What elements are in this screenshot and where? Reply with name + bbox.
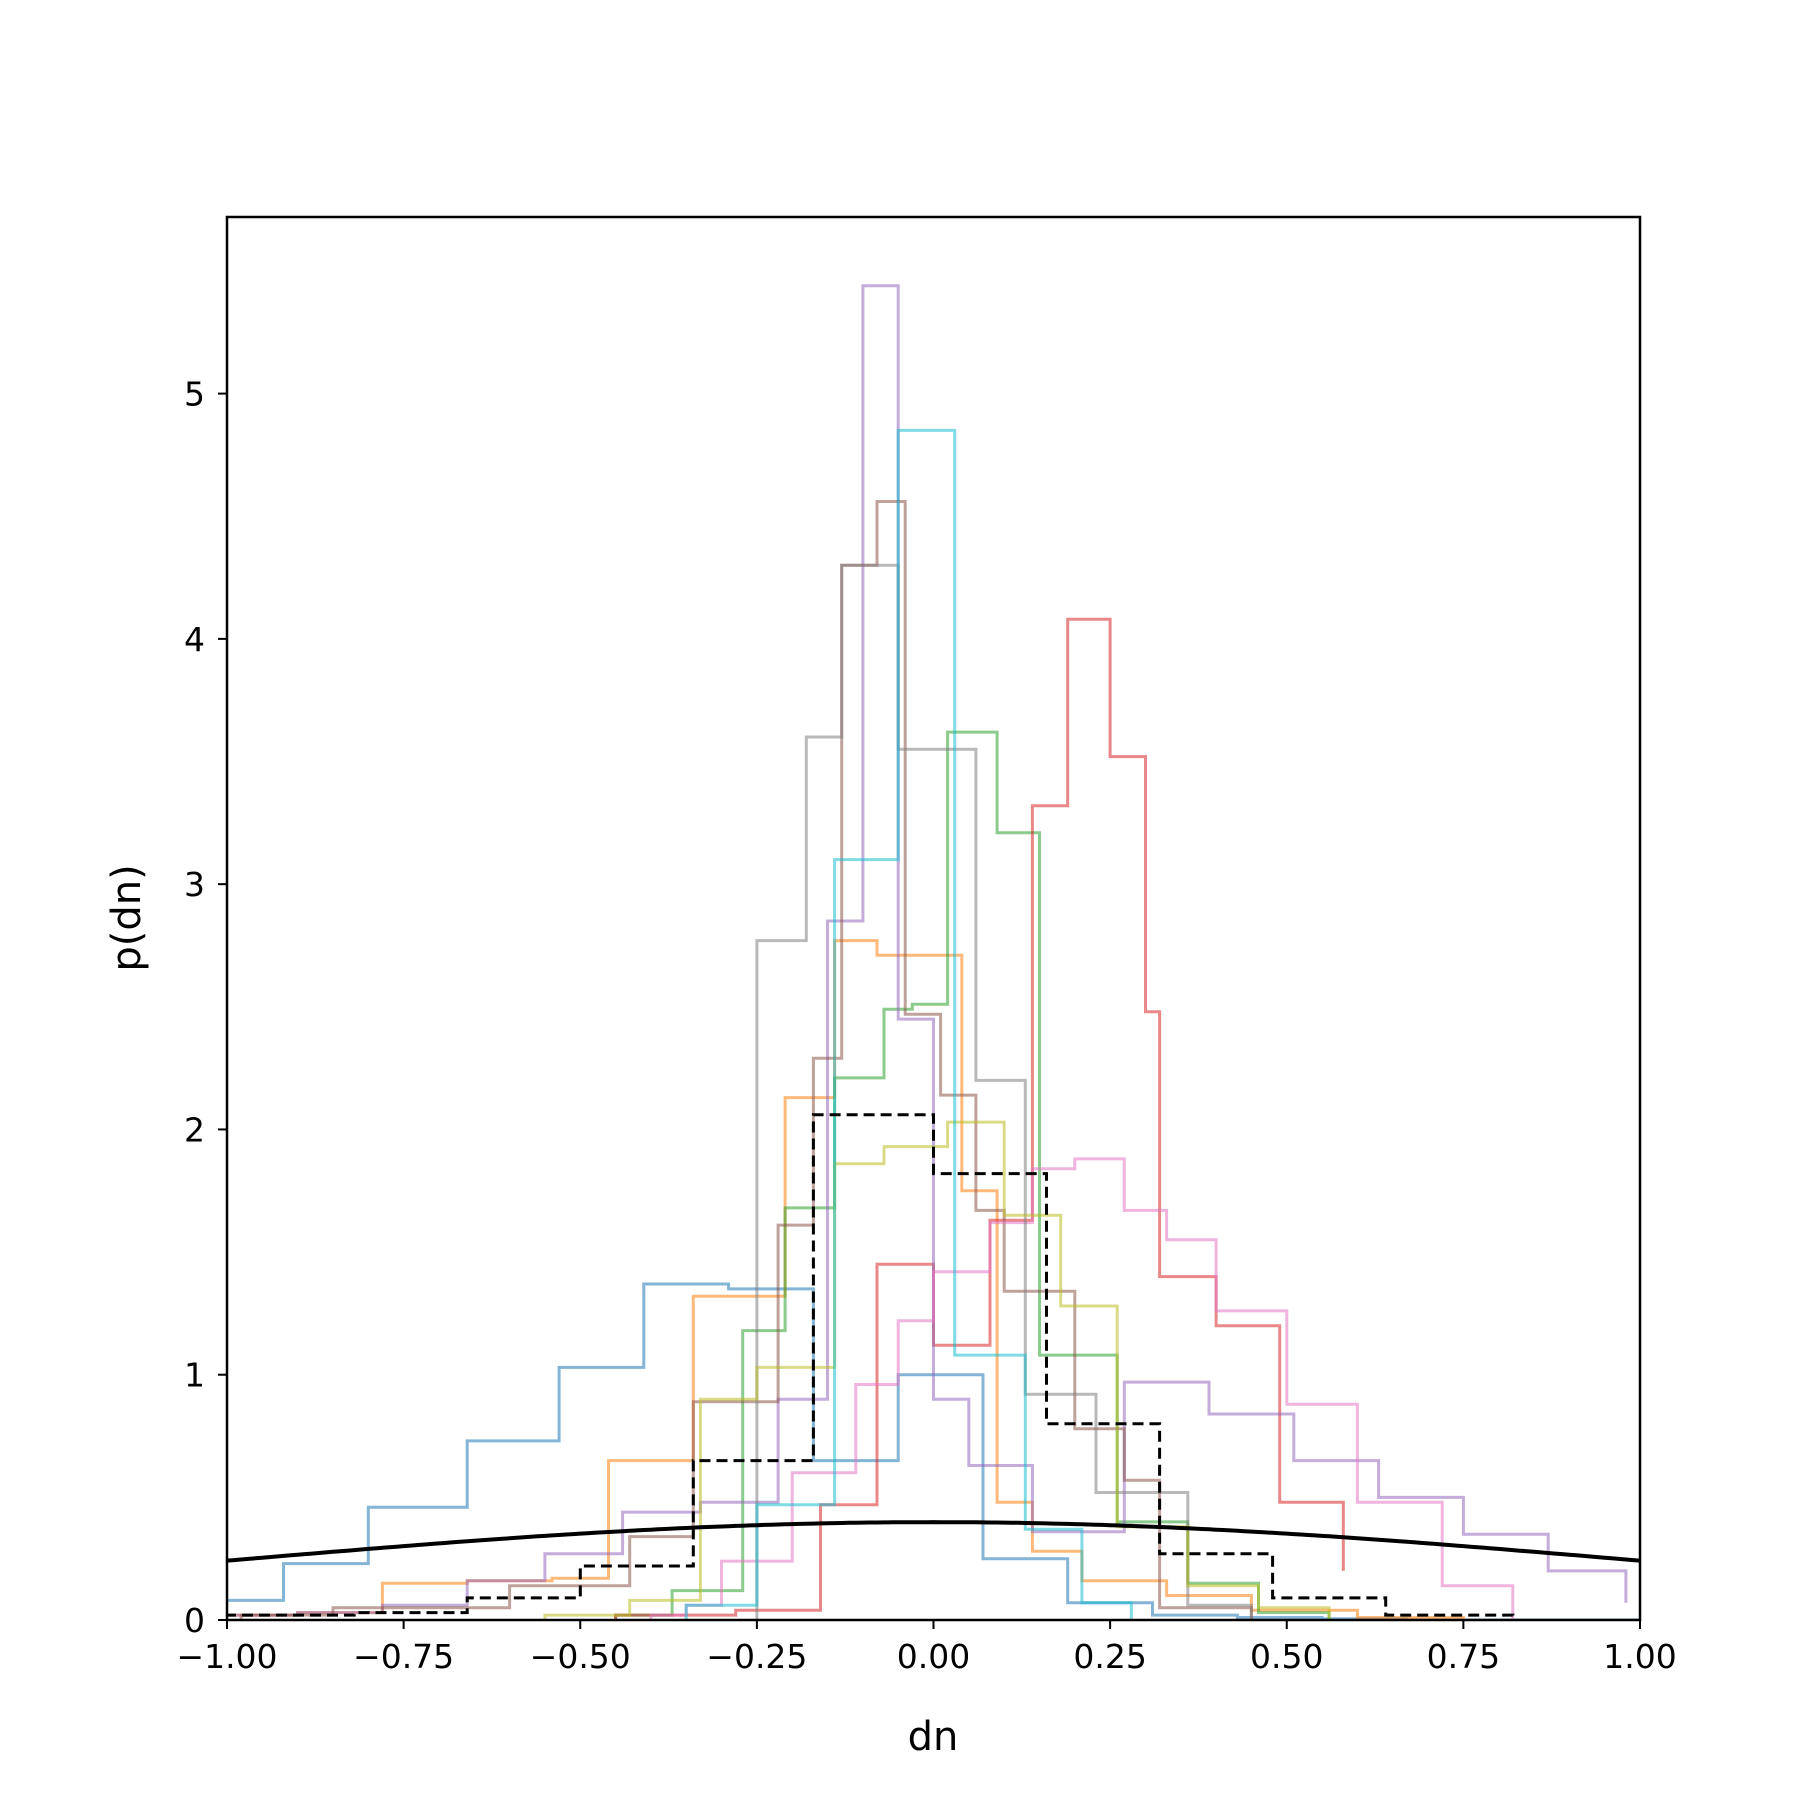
y-tick-label: 5 [184,375,205,414]
plot-background [227,217,1640,1620]
x-tick-label: −1.00 [176,1637,277,1676]
x-tick-label: 1.00 [1603,1637,1676,1676]
y-tick-label: 2 [184,1110,205,1149]
x-tick-label: −0.25 [706,1637,807,1676]
y-tick-label: 1 [184,1356,205,1395]
histogram-series-9 [543,1120,1331,1620]
x-axis-label: dn [908,1714,959,1760]
histogram-series-8 [755,563,1253,1620]
reference-normal-curve [227,1520,1640,1563]
x-axis-ticks: −1.00 −0.75 −0.50 −0.25 0.00 0.25 0.50 0.75 1.00 [176,1620,1677,1676]
reference-histogram-dashed [227,1113,1515,1620]
y-axis-ticks: 0 1 2 3 4 5 [184,375,227,1640]
x-tick-label: 0.75 [1427,1637,1500,1676]
y-tick-label: 3 [184,865,205,904]
x-tick-label: 0.00 [897,1637,970,1676]
histogram-series-6 [239,500,1253,1620]
y-tick-label: 0 [184,1601,205,1640]
y-tick-label: 4 [184,620,205,659]
y-axis-label: p(dn) [104,864,150,971]
x-tick-label: −0.75 [353,1637,454,1676]
histogram-series-2 [227,939,1465,1620]
reference-layer [227,1113,1640,1620]
histogram-series-1 [227,1282,1640,1620]
x-tick-label: −0.50 [530,1637,631,1676]
histogram-series-10 [684,428,1133,1620]
x-tick-label: 0.25 [1073,1637,1146,1676]
x-tick-label: 0.50 [1250,1637,1323,1676]
